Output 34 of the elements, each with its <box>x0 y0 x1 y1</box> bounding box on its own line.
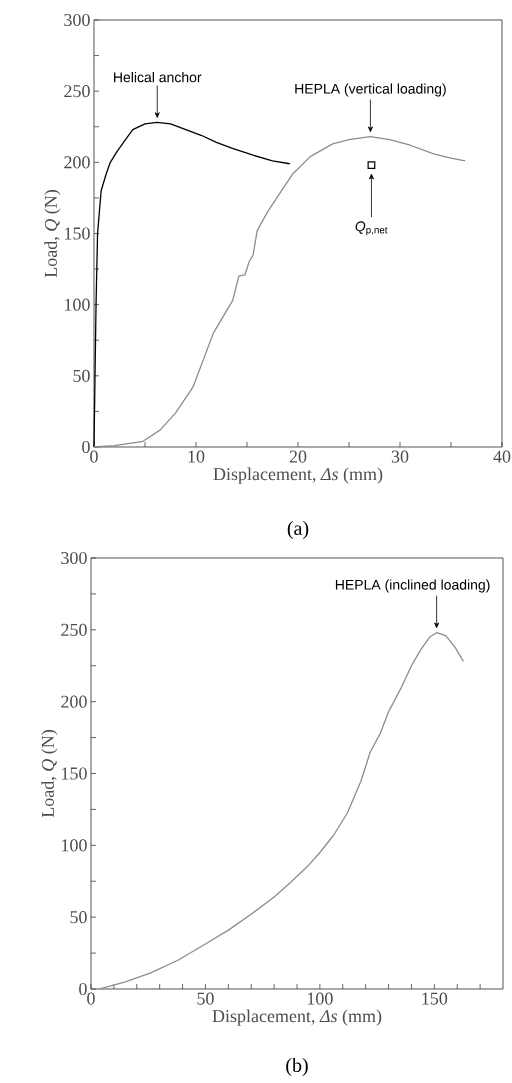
x-axis-title: Displacement, Δs (mm) <box>212 1009 382 1026</box>
y-tick-label: 150 <box>65 227 90 240</box>
text: (a) <box>287 520 309 540</box>
y-tick-label: 250 <box>61 623 87 636</box>
y-tick-label: 150 <box>62 767 87 780</box>
y-tick-label: 0 <box>82 440 90 454</box>
y-axis-title: Load, Q (N) <box>44 190 61 278</box>
annotation: HEPLA (vertical loading) <box>295 83 446 97</box>
x-tick-label: 40 <box>493 450 511 463</box>
y-tick-label: 250 <box>64 85 90 98</box>
x-tick-label: 100 <box>307 992 333 1005</box>
y-tick-label: 100 <box>62 839 87 852</box>
x-tick-label: 50 <box>197 992 214 1005</box>
y-tick-label: 300 <box>64 13 90 27</box>
line-series <box>93 136 466 448</box>
x-tick-label: 0 <box>90 450 98 463</box>
y-axis-title: Load, Q (N) <box>41 730 58 818</box>
y-tick-label: 200 <box>64 156 90 169</box>
y-tick-label: 50 <box>73 369 90 382</box>
x-tick-label: 150 <box>422 992 448 1005</box>
y-tick-label: 200 <box>61 695 87 708</box>
x-axis-title: Displacement, Δs (mm) <box>213 467 383 484</box>
y-tick-label: 300 <box>61 551 87 565</box>
text: Q$_{p,net}$ <box>355 221 388 236</box>
line-series <box>99 632 465 990</box>
annotation: Helical anchor <box>114 71 202 83</box>
text: (b) <box>286 1057 308 1077</box>
x-tick-label: 30 <box>391 450 409 463</box>
annotation: HEPLA (inclined loading) <box>335 579 490 593</box>
x-tick-label: 10 <box>188 450 205 463</box>
y-tick-label: 50 <box>70 911 87 924</box>
y-tick-label: 100 <box>65 298 90 311</box>
x-tick-label: 20 <box>289 450 307 463</box>
y-tick-label: 0 <box>79 982 87 996</box>
